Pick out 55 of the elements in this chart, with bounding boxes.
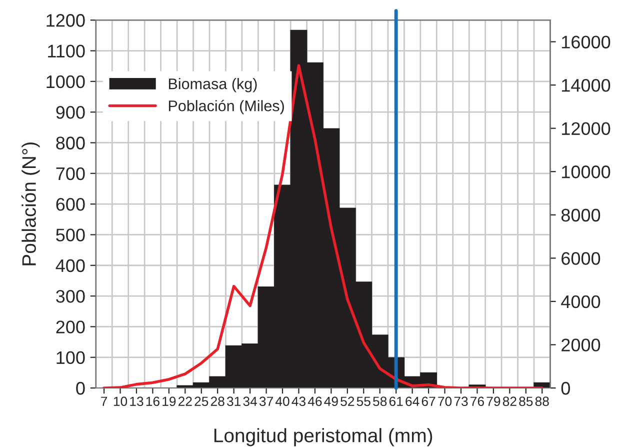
x-tick-label: 46 xyxy=(308,396,322,406)
x-tick-label: 70 xyxy=(438,396,452,406)
x-tick-label: 52 xyxy=(340,396,354,406)
y-tick-label: 1200 xyxy=(46,14,85,27)
x-tick-label: 85 xyxy=(519,396,533,406)
y-tick-label: 800 xyxy=(56,136,85,150)
y-tick-label: 400 xyxy=(56,259,85,272)
y2-tick-label: 12000 xyxy=(562,122,610,136)
y2-tick-label: 6000 xyxy=(562,252,600,265)
y-axis-title: Población (N°) xyxy=(21,142,40,266)
legend-label: Población (Miles) xyxy=(168,100,284,114)
x-tick-label: 82 xyxy=(502,396,516,406)
y-tick-label: 900 xyxy=(56,106,85,119)
x-tick-label: 13 xyxy=(130,396,144,406)
x-tick-label: 55 xyxy=(356,396,370,406)
y-tick-label: 0 xyxy=(76,382,85,395)
x-tick-label: 67 xyxy=(422,396,436,406)
y2-tick-label: 2000 xyxy=(562,338,600,352)
x-tick-label: 28 xyxy=(210,396,224,406)
x-tick-label: 79 xyxy=(486,396,500,406)
x-tick-label: 22 xyxy=(178,396,192,406)
x-tick-label: 19 xyxy=(162,396,176,406)
x-tick-label: 58 xyxy=(373,396,387,406)
x-axis-title: Longitud peristomal (mm) xyxy=(214,428,432,446)
y-tick-label: 1100 xyxy=(48,44,85,58)
x-tick-label: 31 xyxy=(226,396,241,406)
x-tick-label: 88 xyxy=(535,396,549,406)
x-tick-label: 37 xyxy=(259,396,273,406)
y-tick-label: 700 xyxy=(56,167,85,180)
y2-tick-label: 16000 xyxy=(562,36,610,48)
x-tick-label: 76 xyxy=(470,396,484,406)
y2-tick-label: 14000 xyxy=(562,78,610,92)
x-tick-label: 25 xyxy=(194,396,208,406)
x-tick-label: 64 xyxy=(406,396,420,406)
y-tick-label: 300 xyxy=(56,290,85,303)
y2-tick-label: 10000 xyxy=(562,166,610,178)
y-tick-label: 200 xyxy=(56,320,85,334)
x-tick-label: 7 xyxy=(101,396,108,406)
x-tick-label: 34 xyxy=(243,396,258,406)
line-series xyxy=(102,64,544,388)
x-tick-label: 49 xyxy=(324,396,338,406)
x-tick-label: 61 xyxy=(389,396,403,406)
y2-tick-label: 0 xyxy=(561,382,570,395)
y-tick-label: 1000 xyxy=(46,75,85,88)
y-tick-label: 500 xyxy=(56,228,85,242)
x-tick-label: 16 xyxy=(146,396,160,406)
x-tick-label: 10 xyxy=(114,396,128,406)
x-tick-label: 43 xyxy=(292,396,306,406)
y2-tick-label: 8000 xyxy=(561,208,600,222)
x-tick-label: 40 xyxy=(275,396,290,406)
y-tick-label: 100 xyxy=(56,351,85,364)
x-tick-label: 73 xyxy=(454,396,468,406)
legend-label: Biomasa (kg) xyxy=(168,78,257,92)
y2-tick-label: 4000 xyxy=(561,295,600,308)
y-tick-label: 600 xyxy=(56,198,85,211)
